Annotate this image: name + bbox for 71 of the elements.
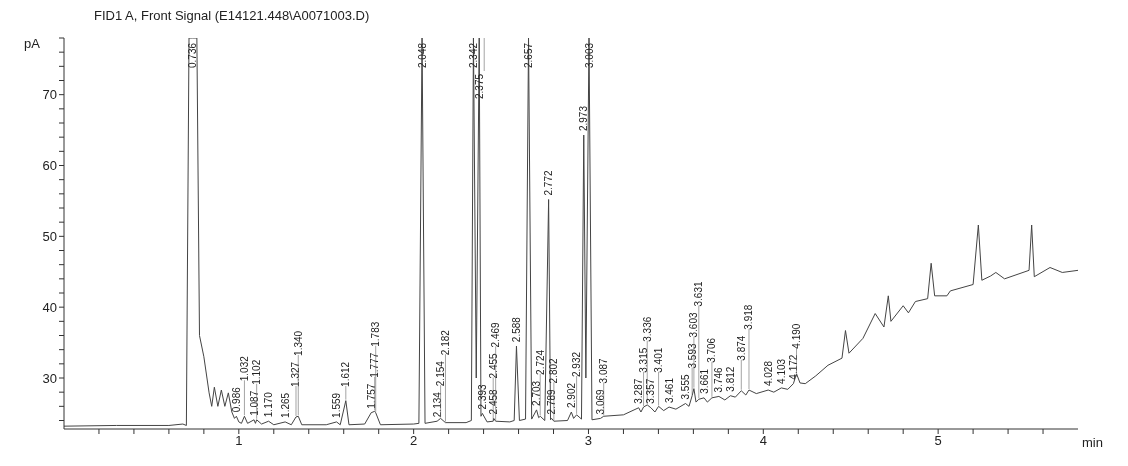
annotation: 3.603 bbox=[688, 312, 700, 338]
annotation: 1.032 bbox=[238, 355, 250, 382]
annotation: 2.724 bbox=[534, 349, 546, 375]
annotation: 3.336 bbox=[641, 316, 653, 342]
annotation: 1.102 bbox=[251, 359, 263, 385]
annotation: 2.973 bbox=[578, 105, 590, 132]
annotation: 4.103 bbox=[775, 358, 787, 384]
chart-title: FID1 A, Front Signal (E14121.448\A0071003.D) bbox=[94, 8, 370, 23]
annotation: 2.134 bbox=[431, 391, 443, 418]
annotation: 3.593 bbox=[686, 343, 698, 369]
annotation: 2.342 bbox=[467, 42, 479, 68]
annotation: 3.706 bbox=[706, 337, 718, 363]
annotation: 3.746 bbox=[713, 366, 725, 393]
y-tick-label: 60 bbox=[42, 158, 57, 174]
annotation: 1.777 bbox=[369, 352, 381, 378]
annotation: 1.327 bbox=[290, 361, 302, 387]
x-tick-label: 4 bbox=[759, 433, 767, 449]
annotation: 3.555 bbox=[680, 374, 692, 400]
annotation: 3.812 bbox=[724, 366, 736, 392]
annotation: 2.048 bbox=[416, 42, 428, 68]
annotation: 2.588 bbox=[510, 316, 522, 343]
annotation: 4.028 bbox=[762, 360, 774, 387]
y-tick-label: 30 bbox=[42, 370, 57, 386]
annotation: 4.190 bbox=[791, 323, 803, 349]
annotation: 2.789 bbox=[546, 388, 558, 415]
annotation: 0.736 bbox=[187, 42, 199, 68]
annotation: 1.783 bbox=[370, 321, 382, 347]
annotation: 2.657 bbox=[523, 42, 535, 68]
annotation: 3.461 bbox=[663, 377, 675, 404]
annotation: 1.340 bbox=[292, 330, 304, 356]
y-axis-title: pA bbox=[24, 36, 40, 51]
x-tick-label: 5 bbox=[934, 433, 942, 449]
annotation: 1.559 bbox=[331, 392, 343, 418]
annotation: 3.069 bbox=[595, 388, 607, 415]
annotation: 2.703 bbox=[531, 380, 543, 406]
x-tick-label: 2 bbox=[410, 433, 418, 449]
x-axis-title: min bbox=[1082, 435, 1103, 450]
annotation: 3.918 bbox=[743, 304, 755, 330]
y-tick-label: 50 bbox=[42, 228, 57, 244]
annotation: 1.612 bbox=[340, 361, 352, 387]
annotation: 2.469 bbox=[490, 321, 502, 348]
annotation: 2.932 bbox=[571, 351, 583, 377]
annotation: 1.265 bbox=[279, 392, 291, 418]
annotation: 2.458 bbox=[488, 388, 500, 415]
annotation: 2.393 bbox=[476, 383, 488, 410]
annotation: 2.802 bbox=[548, 357, 560, 384]
annotation: 3.661 bbox=[698, 368, 710, 394]
annotation: 1.170 bbox=[263, 391, 275, 418]
annotation: 3.315 bbox=[638, 347, 650, 373]
annotation: 3.631 bbox=[693, 281, 705, 307]
annotation: 1.087 bbox=[248, 390, 260, 416]
annotation: 2.455 bbox=[487, 352, 499, 379]
annotation: 3.003 bbox=[583, 42, 595, 68]
annotation: 2.902 bbox=[565, 382, 577, 408]
annotation: 0.986 bbox=[230, 386, 242, 413]
annotation: 3.401 bbox=[653, 347, 665, 373]
annotation: 2.772 bbox=[543, 170, 555, 196]
annotation: 2.375 bbox=[473, 73, 485, 99]
y-tick-label: 40 bbox=[42, 299, 57, 315]
annotation: 4.172 bbox=[787, 354, 799, 380]
annotation: 3.087 bbox=[598, 357, 610, 384]
annotation: 2.182 bbox=[439, 329, 451, 356]
line-series bbox=[64, 38, 1078, 427]
annotation: 3.357 bbox=[645, 378, 657, 404]
annotation: 3.287 bbox=[633, 378, 645, 404]
x-tick-label: 3 bbox=[584, 433, 593, 449]
annotation: 2.154 bbox=[435, 360, 447, 387]
annotation: 1.757 bbox=[365, 383, 377, 409]
x-tick-label: 1 bbox=[235, 433, 243, 449]
y-tick-label: 70 bbox=[42, 87, 57, 103]
annotation: 3.874 bbox=[735, 335, 747, 361]
